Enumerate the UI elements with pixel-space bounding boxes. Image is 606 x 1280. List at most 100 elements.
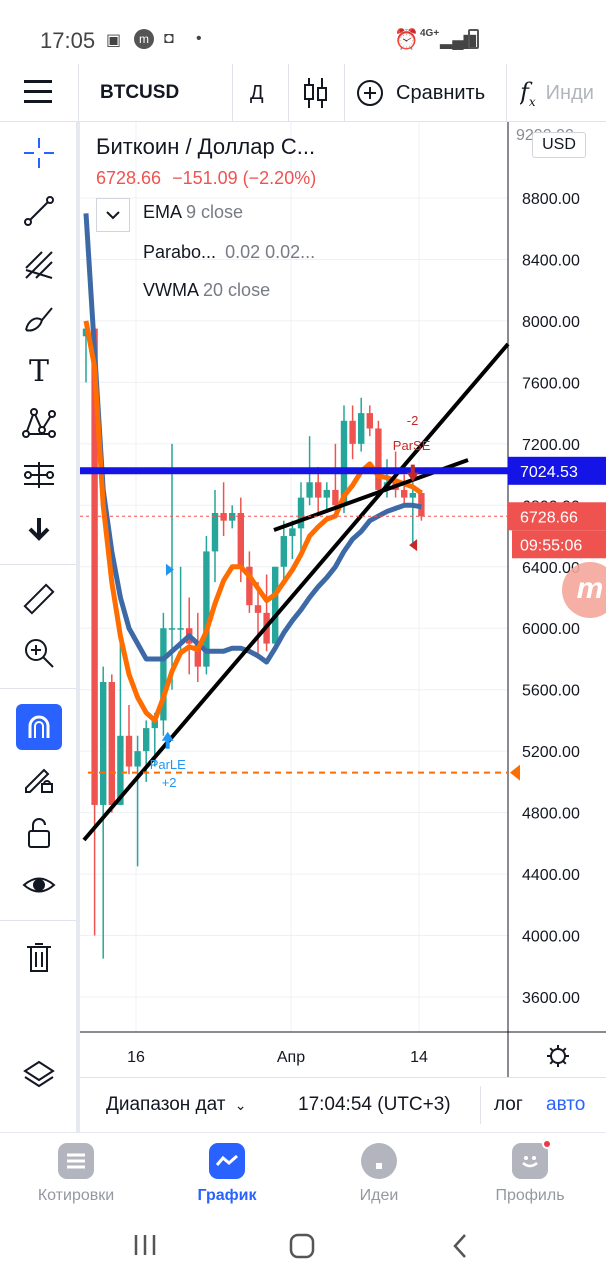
ruler-icon (23, 583, 55, 615)
compare-button[interactable]: Сравнить (356, 78, 485, 108)
candle[interactable] (91, 328, 98, 805)
candle[interactable] (375, 428, 382, 490)
candle[interactable] (280, 536, 287, 567)
pattern-tool[interactable] (14, 400, 64, 446)
candle[interactable] (177, 628, 184, 630)
log-toggle[interactable]: лог (494, 1094, 523, 1115)
candle[interactable] (117, 735, 124, 805)
media-icon: ◘ (164, 30, 174, 47)
dot-icon: • (196, 30, 202, 47)
zoom-in-icon (25, 639, 54, 668)
recent-apps-icon (134, 1235, 156, 1255)
recent-apps-button[interactable] (130, 1232, 160, 1258)
candle[interactable] (100, 682, 107, 805)
candle[interactable] (246, 566, 253, 606)
indicator-params: 20 close (203, 280, 271, 300)
candle[interactable] (272, 566, 279, 644)
settings-icon[interactable] (547, 1045, 569, 1067)
candle[interactable] (211, 512, 219, 552)
hide-drawings-button[interactable] (14, 862, 64, 908)
legend-change: −151.09 (−2.20%) (172, 168, 317, 188)
menu-icon[interactable] (24, 80, 52, 106)
nav-ideas[interactable]: Идеи (319, 1143, 439, 1205)
trendline-tool[interactable] (14, 188, 64, 234)
candle[interactable] (409, 493, 416, 498)
candle[interactable] (366, 413, 373, 429)
delete-drawings-button[interactable] (14, 934, 64, 980)
legend-collapse-button[interactable] (96, 198, 130, 232)
chart-canvas[interactable]: ParLE+2-2ParSE9200.008800.008400.008000.… (80, 122, 606, 1077)
candle[interactable] (358, 413, 365, 444)
symbol-button[interactable]: BTCUSD (100, 82, 180, 103)
projection-tool[interactable] (14, 452, 64, 498)
auto-toggle[interactable]: авто (546, 1094, 586, 1115)
candle[interactable] (323, 489, 330, 498)
candle[interactable] (254, 605, 262, 613)
nav-profile[interactable]: Профиль (470, 1139, 590, 1205)
candle[interactable] (297, 497, 305, 529)
layers-button[interactable] (14, 1052, 64, 1098)
candles-type-button[interactable] (302, 74, 330, 112)
candle[interactable] (349, 420, 356, 444)
ruler-tool[interactable] (14, 576, 64, 622)
candle[interactable] (108, 682, 115, 805)
legend-indicator[interactable]: Parabo... 0.02 0.02... (143, 242, 315, 263)
candle[interactable] (203, 551, 210, 667)
last-price-label: 6728.66 (520, 509, 578, 526)
home-button[interactable] (288, 1232, 316, 1260)
price-chart[interactable]: ParLE+2-2ParSE9200.008800.008400.008000.… (80, 122, 606, 1077)
alert-marker[interactable] (510, 764, 520, 781)
date-range-button[interactable]: Диапазон дат ⌄ (106, 1094, 246, 1116)
pitchfork-tool[interactable] (14, 242, 64, 288)
legend-indicator[interactable]: EMA 9 close (143, 202, 243, 223)
eye-icon (22, 877, 56, 893)
candle[interactable] (315, 482, 322, 498)
legend-indicator[interactable]: VWMA 20 close (143, 280, 270, 301)
candle[interactable] (125, 735, 133, 767)
signal-icon: ▂▄▆ (440, 32, 476, 49)
legend-price: 6728.66 (96, 168, 162, 188)
nav-chart[interactable]: График (167, 1143, 287, 1205)
pencil-lock-icon (25, 768, 53, 793)
nav-quotes[interactable]: Котировки (16, 1143, 136, 1205)
candle[interactable] (143, 728, 150, 752)
floating-app-bubble[interactable]: m (562, 562, 606, 618)
crosshair-tool[interactable] (14, 130, 64, 176)
candle[interactable] (160, 628, 167, 721)
currency-button[interactable]: USD (532, 132, 586, 158)
trend-line[interactable] (82, 342, 510, 842)
countdown-label: 09:55:06 (520, 537, 582, 554)
candle[interactable] (229, 512, 236, 521)
lock-all-button[interactable] (14, 810, 64, 856)
short-signal-arrow (406, 464, 419, 482)
candle[interactable] (289, 528, 296, 537)
candle[interactable] (151, 720, 158, 729)
magnet-button[interactable] (16, 704, 62, 750)
candle[interactable] (306, 482, 313, 498)
candle[interactable] (332, 489, 339, 506)
price-tick-label: 3600.00 (522, 990, 580, 1007)
candle[interactable] (168, 628, 176, 630)
candle[interactable] (340, 420, 348, 506)
candles-icon (304, 78, 327, 108)
candle[interactable] (194, 643, 201, 667)
status-time: 17:05 (40, 28, 96, 53)
crosshair-icon (24, 138, 54, 168)
indicators-button[interactable]: ƒx Инди (520, 78, 606, 108)
back-button[interactable] (448, 1232, 472, 1260)
alarm-icon: ⏰ (394, 29, 419, 51)
interval-button[interactable]: Д (250, 82, 264, 104)
brush-tool[interactable] (14, 296, 64, 342)
timezone-button[interactable]: 17:04:54 (UTC+3) (298, 1094, 451, 1115)
nav-label: Котировки (37, 1187, 115, 1204)
more-tools-button[interactable] (14, 506, 64, 552)
back-icon (453, 1234, 466, 1258)
zoom-tool[interactable] (14, 630, 64, 676)
candle[interactable] (220, 512, 227, 521)
candle[interactable] (134, 751, 141, 767)
battery-icon (468, 29, 479, 49)
text-tool[interactable]: T (14, 348, 64, 394)
candle[interactable] (401, 489, 408, 498)
lock-drawings-button[interactable] (14, 756, 64, 802)
candle[interactable] (237, 512, 244, 567)
